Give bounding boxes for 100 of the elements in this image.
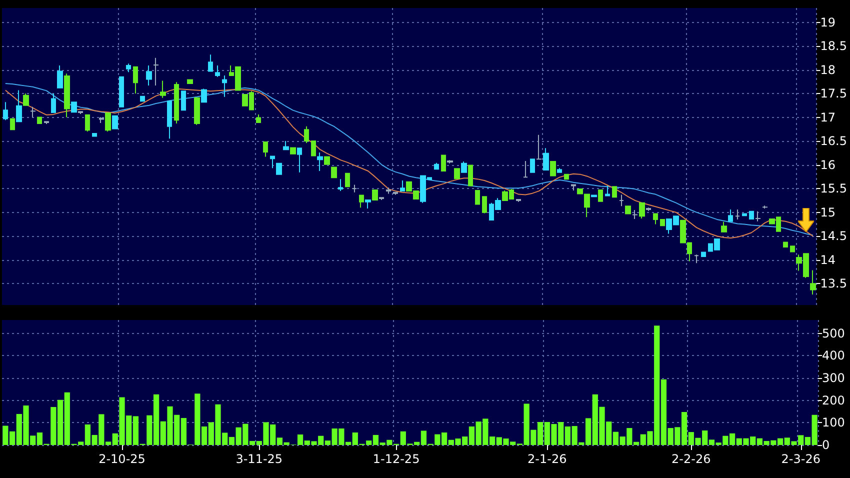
y-tick-label: 17 (820, 110, 836, 124)
candlestick (359, 194, 364, 208)
candlestick (379, 196, 384, 200)
candlestick (393, 191, 398, 196)
candlestick (140, 96, 145, 102)
candlestick (30, 106, 36, 118)
y-tick-label: 14.5 (820, 229, 847, 244)
candlestick (543, 148, 549, 171)
candlestick (516, 198, 521, 202)
candlestick (653, 213, 658, 225)
candlestick (482, 196, 487, 214)
candlestick (208, 54, 213, 72)
candlestick (345, 172, 350, 188)
candlestick (105, 112, 111, 132)
candlestick (619, 194, 624, 207)
candlestick (160, 80, 166, 98)
candlestick (10, 118, 15, 130)
y-tick-label: 15 (820, 205, 836, 220)
candlestick (434, 162, 439, 170)
candlestick (632, 209, 638, 220)
candlestick (290, 147, 296, 154)
candlestick (523, 160, 528, 178)
candlestick (783, 242, 788, 248)
candlestick (57, 65, 63, 88)
candlestick (625, 206, 631, 214)
x-tick-label: 2-1-26 (528, 452, 567, 466)
candlestick (194, 97, 200, 126)
candlestick (701, 252, 706, 258)
candlestick (270, 156, 275, 169)
candlestick (37, 116, 42, 124)
candlestick (174, 82, 179, 124)
y-tick-label: 14 (820, 252, 836, 267)
y-tick-label: 18 (820, 62, 836, 77)
candlestick (742, 213, 747, 216)
candlestick (646, 207, 651, 212)
candlestick (365, 199, 371, 210)
candlestick (167, 100, 172, 140)
candlestick (790, 246, 795, 252)
candlestick (201, 88, 207, 103)
candlestick (71, 102, 77, 113)
candlestick (694, 254, 699, 264)
candlestick (215, 65, 220, 78)
y-tick-label: 400 (822, 348, 845, 363)
candlestick (441, 154, 446, 172)
candlestick (64, 73, 70, 118)
x-tick-label: 3-11-25 (236, 452, 283, 466)
candlestick (386, 187, 391, 194)
candlestick (400, 180, 405, 192)
candlestick (728, 208, 733, 222)
candlestick (530, 158, 535, 173)
candlestick (475, 190, 480, 205)
candlestick (119, 76, 124, 108)
candlestick (78, 110, 83, 114)
candlestick (536, 134, 542, 160)
candlestick (331, 166, 337, 178)
candlestick (550, 160, 556, 176)
candlestick (454, 168, 460, 180)
y-tick-label: 500 (822, 326, 845, 340)
candlestick (735, 208, 740, 220)
candlestick (16, 90, 22, 122)
candlestick (372, 190, 378, 200)
candlestick (721, 221, 727, 232)
y-tick-label: 19 (820, 15, 836, 30)
candlestick (317, 152, 323, 172)
candlestick (3, 102, 8, 121)
candlestick (598, 190, 603, 202)
candlestick (85, 114, 90, 132)
candlestick (352, 184, 357, 193)
y-tick-label: 0 (822, 438, 830, 452)
candlestick (311, 140, 316, 156)
y-tick-label: 200 (822, 393, 845, 408)
candlestick (297, 148, 302, 173)
candlestick (557, 168, 562, 173)
candlestick (324, 156, 330, 165)
x-tick-label: 1-12-25 (372, 452, 420, 466)
y-tick-label: 16 (820, 158, 836, 172)
candlestick (92, 132, 97, 137)
candlestick (755, 210, 761, 222)
candlestick (447, 160, 453, 164)
candlestick (660, 218, 665, 226)
candlestick (564, 174, 569, 180)
candlestick (51, 93, 56, 114)
x-tick-label: 2-10-25 (98, 452, 146, 466)
candlestick (153, 57, 159, 86)
y-tick-label: 15.5 (820, 182, 847, 196)
candlestick (612, 186, 617, 198)
candlestick (461, 160, 467, 173)
candlestick (468, 164, 473, 186)
candlestick (23, 93, 29, 106)
candlestick (263, 142, 268, 158)
candlestick (749, 210, 754, 220)
y-tick-label: 300 (822, 371, 845, 386)
candlestick (571, 184, 576, 191)
candlestick (256, 114, 261, 124)
candlestick (222, 74, 227, 98)
candlestick (187, 79, 193, 84)
x-tick-label: 2-3-26 (781, 452, 820, 466)
candlestick (639, 202, 645, 220)
y-tick-label: 17.5 (820, 86, 847, 101)
candlestick (338, 178, 343, 192)
